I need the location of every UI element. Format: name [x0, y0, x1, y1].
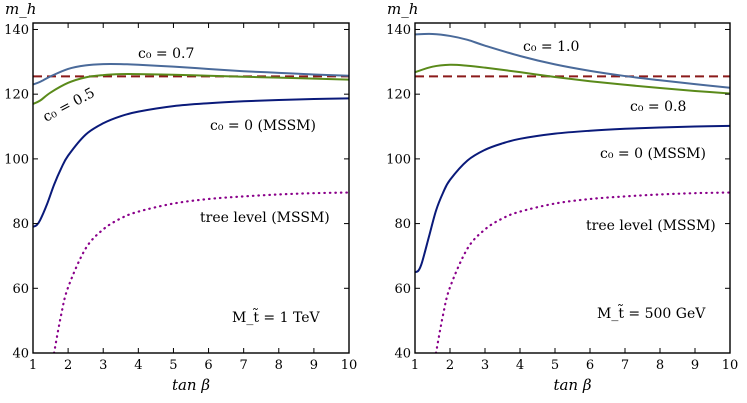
series-label-3: c₀ = 0 (MSSM): [600, 146, 706, 162]
series-label-3: c₀ = 0 (MSSM): [210, 118, 316, 134]
x-tick-label: 1: [29, 358, 37, 373]
series-label-2: c₀ = 0.8: [630, 99, 686, 115]
x-tick-label: 5: [169, 358, 177, 373]
series-line-2: [33, 73, 349, 105]
x-tick-label: 8: [275, 358, 283, 373]
plot-frame: [414, 22, 731, 354]
x-tick-label: 1: [411, 358, 419, 373]
plot-frame: [32, 22, 350, 354]
x-tick-label: 8: [656, 358, 664, 373]
y-tick-label: 60: [394, 282, 411, 297]
x-tick-label: 4: [516, 358, 524, 373]
series-line-2: [415, 63, 730, 95]
y-tick-label: 80: [394, 217, 411, 232]
series-label-2: c₀ = 0.5: [40, 85, 97, 126]
series-label-4: tree level (MSSM): [586, 218, 716, 234]
y-axis-label: m_h: [5, 0, 36, 18]
y-tick-label: 120: [386, 88, 411, 103]
y-tick-label: 80: [12, 217, 29, 232]
series-label-1: c₀ = 1.0: [523, 39, 579, 55]
x-tick-label: 7: [621, 358, 629, 373]
x-tick-label: 4: [134, 358, 142, 373]
y-tick-label: 100: [4, 152, 29, 167]
plot-area: [415, 32, 730, 353]
y-tick-label: 120: [4, 88, 29, 103]
x-tick-label: 2: [446, 358, 454, 373]
corner-label: M_t̃ = 1 TeV: [232, 307, 320, 326]
x-tick-label: 9: [691, 358, 699, 373]
y-tick-label: 140: [4, 23, 29, 38]
y-axis-label: m_h: [387, 0, 418, 18]
y-tick-label: 40: [12, 347, 29, 362]
x-tick-label: 10: [722, 358, 739, 373]
x-tick-label: 9: [310, 358, 318, 373]
y-tick-label: 40: [394, 347, 411, 362]
y-tick-label: 100: [386, 152, 411, 167]
y-tick-label: 140: [386, 23, 411, 38]
x-axis-label: tan β: [553, 376, 591, 394]
series-line-4: [434, 191, 730, 353]
series-label-1: c₀ = 0.7: [138, 46, 194, 62]
series-label-4: tree level (MSSM): [200, 210, 330, 226]
series-line-3: [415, 124, 730, 274]
x-tick-label: 6: [204, 358, 212, 373]
x-tick-label: 2: [64, 358, 72, 373]
series-line-3: [33, 97, 349, 228]
x-tick-label: 3: [481, 358, 489, 373]
plot-area: [33, 62, 349, 353]
series-line-1: [33, 62, 349, 86]
x-tick-label: 7: [240, 358, 248, 373]
corner-label: M_t̃ = 500 GeV: [597, 303, 706, 322]
x-axis-label: tan β: [172, 376, 210, 394]
y-tick-label: 60: [12, 282, 29, 297]
x-tick-label: 6: [586, 358, 594, 373]
x-tick-label: 3: [99, 358, 107, 373]
series-line-4: [52, 191, 349, 353]
x-tick-label: 5: [551, 358, 559, 373]
x-tick-label: 10: [341, 358, 358, 373]
series-line-1: [415, 32, 730, 89]
